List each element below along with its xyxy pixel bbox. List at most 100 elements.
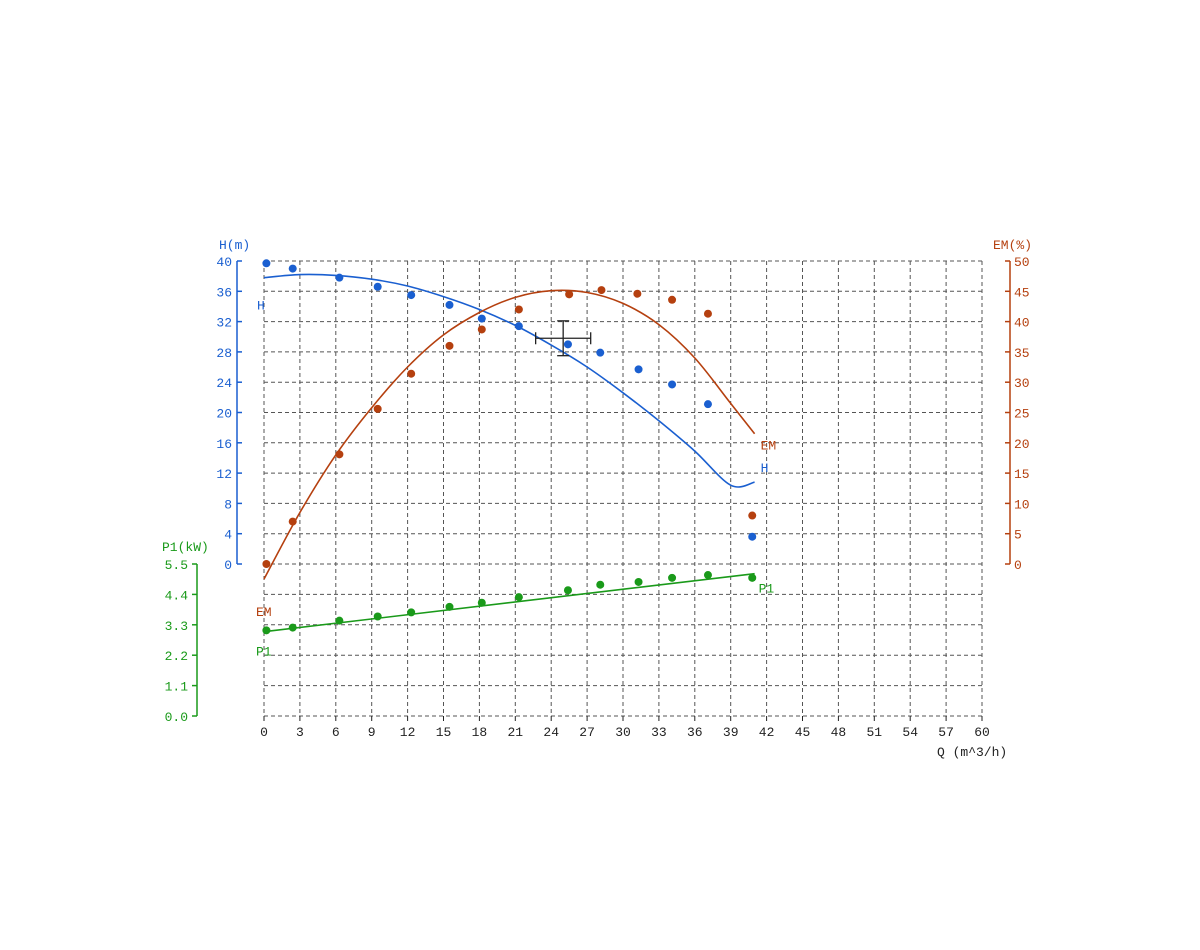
data-point-p1 <box>477 598 486 607</box>
x-tick-label: 3 <box>296 725 304 740</box>
y-tick-label-head: 12 <box>216 467 232 482</box>
data-point-h <box>262 259 271 268</box>
grid <box>263 260 983 717</box>
curve-label-em: EM <box>256 605 272 620</box>
y-tick-label-efficiency: 40 <box>1014 316 1030 331</box>
x-tick-label: 45 <box>795 725 811 740</box>
data-point-em <box>288 517 297 526</box>
data-point-em <box>748 511 757 520</box>
x-tick-label: 51 <box>866 725 882 740</box>
data-point-h <box>288 264 297 273</box>
data-point-p1 <box>563 586 572 595</box>
data-point-em <box>597 286 606 295</box>
data-point-p1 <box>288 623 297 632</box>
y-tick-label-efficiency: 20 <box>1014 437 1030 452</box>
fit-curve-em <box>263 289 756 580</box>
data-point-h <box>477 314 486 323</box>
data-point-h <box>445 300 454 309</box>
data-point-em <box>335 450 344 459</box>
data-point-p1 <box>703 571 712 580</box>
y-tick-label-efficiency: 45 <box>1014 285 1030 300</box>
data-point-em <box>373 404 382 413</box>
y-tick-label-head: 16 <box>216 437 232 452</box>
data-point-h <box>407 291 416 300</box>
data-point-h <box>563 340 572 349</box>
y-tick-label-head: 40 <box>216 255 232 270</box>
y-axis-label-power: P1(kW) <box>162 540 209 555</box>
data-point-h <box>703 400 712 409</box>
y-tick-label-head: 20 <box>216 407 232 422</box>
curve-label-h: H <box>257 299 265 314</box>
data-point-em <box>262 560 271 568</box>
data-point-h <box>748 532 757 541</box>
data-point-h <box>668 380 677 389</box>
data-point-p1 <box>373 612 382 621</box>
y-tick-label-power: 0.0 <box>165 710 188 725</box>
data-point-em <box>407 369 416 378</box>
x-axis-label: Q (m^3/h) <box>937 745 1007 760</box>
x-tick-label: 24 <box>543 725 559 740</box>
x-tick-label: 60 <box>974 725 990 740</box>
x-tick-label: 0 <box>260 725 268 740</box>
y-tick-label-efficiency: 5 <box>1014 528 1022 543</box>
y-tick-label-efficiency: 0 <box>1014 558 1022 573</box>
x-tick-label: 9 <box>368 725 376 740</box>
x-tick-label: 18 <box>472 725 488 740</box>
data-point-p1 <box>514 593 523 602</box>
x-tick-label: 15 <box>436 725 452 740</box>
x-tick-label: 30 <box>615 725 631 740</box>
data-point-p1 <box>634 577 643 586</box>
y-tick-label-efficiency: 50 <box>1014 255 1030 270</box>
data-point-p1 <box>335 616 344 625</box>
data-point-h <box>514 322 523 331</box>
x-tick-label: 54 <box>902 725 918 740</box>
y-tick-label-head: 36 <box>216 285 232 300</box>
x-tick-label: 42 <box>759 725 775 740</box>
y-tick-label-efficiency: 15 <box>1014 467 1030 482</box>
x-tick-label: 48 <box>831 725 847 740</box>
y-tick-label-power: 1.1 <box>165 680 189 695</box>
data-point-em <box>477 325 486 334</box>
fit-curve-p1 <box>263 572 755 633</box>
data-point-em <box>668 295 677 304</box>
data-point-p1 <box>668 573 677 582</box>
y-tick-label-efficiency: 30 <box>1014 376 1030 391</box>
x-tick-label: 6 <box>332 725 340 740</box>
data-point-h <box>373 282 382 291</box>
data-point-p1 <box>596 580 605 589</box>
y-tick-label-head: 0 <box>224 558 232 573</box>
x-tick-label: 57 <box>938 725 954 740</box>
data-point-em <box>633 289 642 298</box>
duty-point-marker <box>534 320 592 357</box>
data-point-p1 <box>445 602 454 611</box>
data-point-p1 <box>748 573 757 582</box>
y-tick-label-power: 3.3 <box>165 619 188 634</box>
y-tick-label-head: 4 <box>224 528 232 543</box>
data-point-em <box>565 290 574 299</box>
data-point-p1 <box>407 608 416 617</box>
data-points <box>262 259 757 635</box>
y-tick-label-head: 8 <box>224 497 232 512</box>
curve-label-h: H <box>761 461 769 476</box>
x-tick-label: 33 <box>651 725 667 740</box>
data-point-em <box>514 305 523 314</box>
x-tick-label: 27 <box>579 725 595 740</box>
y-tick-label-head: 24 <box>216 376 232 391</box>
curve-label-p1: P1 <box>759 582 775 597</box>
axes: H(m) EM(%) P1(kW) Q (m^3/h) 0 3 6 9 12 15 18 21… <box>162 238 1032 760</box>
x-tick-label: 12 <box>400 725 416 740</box>
data-point-p1 <box>262 626 271 635</box>
y-axis-label-efficiency: EM(%) <box>993 238 1032 253</box>
x-tick-label: 36 <box>687 725 703 740</box>
curve-label-em: EM <box>761 439 777 454</box>
data-point-em <box>703 309 712 318</box>
y-tick-label-power: 4.4 <box>165 588 189 603</box>
y-tick-label-head: 32 <box>216 316 232 331</box>
y-tick-label-efficiency: 35 <box>1014 346 1030 361</box>
data-point-em <box>445 341 454 350</box>
x-tick-label: 21 <box>507 725 523 740</box>
curve-label-p1: P1 <box>256 645 272 660</box>
y-tick-label-efficiency: 10 <box>1014 497 1030 512</box>
data-point-h <box>335 273 344 282</box>
